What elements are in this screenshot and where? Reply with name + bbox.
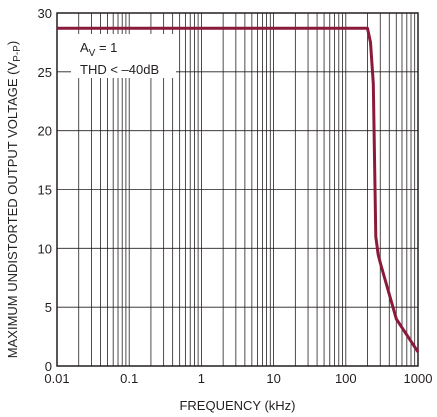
y-tick-label: 30 bbox=[38, 6, 52, 21]
y-axis-label: MAXIMUM UNDISTORTED OUTPUT VOLTAGE (VP-P… bbox=[5, 41, 23, 358]
y-tick-label: 10 bbox=[38, 241, 52, 256]
y-tick-label: 20 bbox=[38, 124, 52, 139]
x-tick-label: 0.1 bbox=[120, 371, 138, 386]
x-tick-label: 1 bbox=[198, 371, 205, 386]
x-tick-label: 10 bbox=[266, 371, 280, 386]
annotation-box: AV = 1 THD < –40dB bbox=[71, 34, 176, 78]
x-tick-label: 1000 bbox=[404, 371, 433, 386]
series-layer bbox=[57, 26, 420, 353]
y-tick-label: 0 bbox=[45, 359, 52, 374]
annotation-background bbox=[71, 34, 176, 78]
x-axis-label: FREQUENCY (kHz) bbox=[179, 398, 295, 413]
y-tick-label: 25 bbox=[38, 65, 52, 80]
plot-frame bbox=[56, 12, 419, 367]
x-tick-label: 100 bbox=[335, 371, 357, 386]
x-tick-label: 0.01 bbox=[44, 371, 69, 386]
annotation-thd: THD < –40dB bbox=[80, 62, 159, 77]
y-tick-label: 15 bbox=[38, 183, 52, 198]
y-tick-label: 5 bbox=[45, 300, 52, 315]
y-tick-labels: 0 5 10 15 20 25 30 bbox=[38, 6, 52, 374]
series-line bbox=[57, 26, 420, 353]
annotation-gain: AV = 1 bbox=[80, 40, 117, 59]
x-tick-labels: 0.01 0.1 1 10 100 1000 bbox=[44, 371, 432, 386]
